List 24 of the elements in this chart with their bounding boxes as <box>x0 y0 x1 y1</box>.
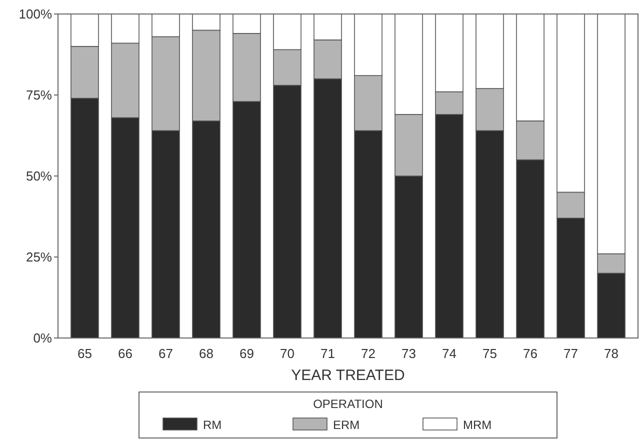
x-tick-label: 67 <box>158 346 173 361</box>
y-tick-label: 50% <box>26 168 52 184</box>
x-tick-label: 75 <box>482 346 497 361</box>
x-tick-label: 71 <box>320 346 335 361</box>
legend-title: OPERATION <box>313 397 383 411</box>
x-tick-label: 74 <box>442 346 456 361</box>
x-tick-label: 69 <box>240 346 254 361</box>
x-tick-label: 73 <box>402 346 416 361</box>
legend-label: ERM <box>333 418 360 432</box>
x-tick-label: 68 <box>199 346 214 361</box>
y-tick-label: 100% <box>18 6 52 22</box>
x-tick-label: 78 <box>604 346 619 361</box>
x-tick-label: 70 <box>280 346 294 361</box>
x-tick-label: 77 <box>564 346 578 361</box>
x-tick-label: 72 <box>361 346 376 361</box>
legend-label: MRM <box>463 418 492 432</box>
x-tick-label: 65 <box>77 346 92 361</box>
y-tick-label: 75% <box>26 88 52 103</box>
x-axis-title: YEAR TREATED <box>291 367 405 384</box>
y-tick-label: 0% <box>33 330 52 346</box>
legend-label: RM <box>203 418 222 432</box>
x-tick-label: 76 <box>523 346 538 361</box>
x-tick-label: 66 <box>118 346 132 361</box>
y-tick-label: 25% <box>26 250 52 265</box>
